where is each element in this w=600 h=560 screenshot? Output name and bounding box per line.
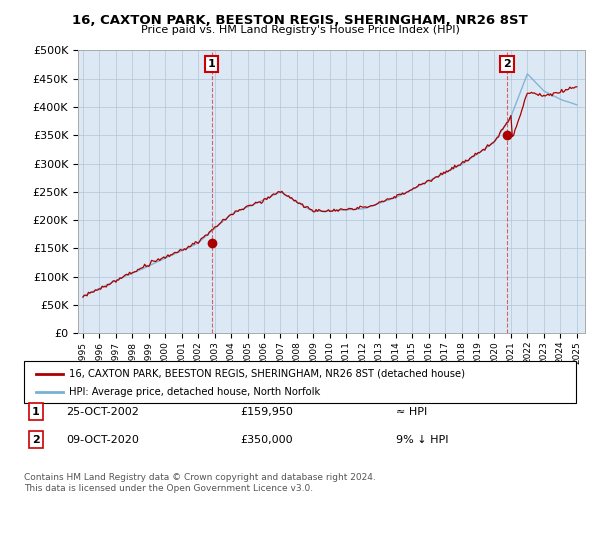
Text: 1: 1 — [208, 59, 215, 69]
Text: 16, CAXTON PARK, BEESTON REGIS, SHERINGHAM, NR26 8ST (detached house): 16, CAXTON PARK, BEESTON REGIS, SHERINGH… — [69, 368, 465, 379]
Text: Price paid vs. HM Land Registry's House Price Index (HPI): Price paid vs. HM Land Registry's House … — [140, 25, 460, 35]
Text: £350,000: £350,000 — [240, 435, 293, 445]
Text: 1: 1 — [32, 407, 40, 417]
Text: 2: 2 — [32, 435, 40, 445]
Text: 09-OCT-2020: 09-OCT-2020 — [66, 435, 139, 445]
Text: ≈ HPI: ≈ HPI — [396, 407, 427, 417]
Text: Contains HM Land Registry data © Crown copyright and database right 2024.
This d: Contains HM Land Registry data © Crown c… — [24, 473, 376, 493]
Text: 9% ↓ HPI: 9% ↓ HPI — [396, 435, 449, 445]
Text: 2: 2 — [503, 59, 511, 69]
Text: £159,950: £159,950 — [240, 407, 293, 417]
Text: HPI: Average price, detached house, North Norfolk: HPI: Average price, detached house, Nort… — [69, 387, 320, 397]
Text: 25-OCT-2002: 25-OCT-2002 — [66, 407, 139, 417]
Text: 16, CAXTON PARK, BEESTON REGIS, SHERINGHAM, NR26 8ST: 16, CAXTON PARK, BEESTON REGIS, SHERINGH… — [72, 14, 528, 27]
